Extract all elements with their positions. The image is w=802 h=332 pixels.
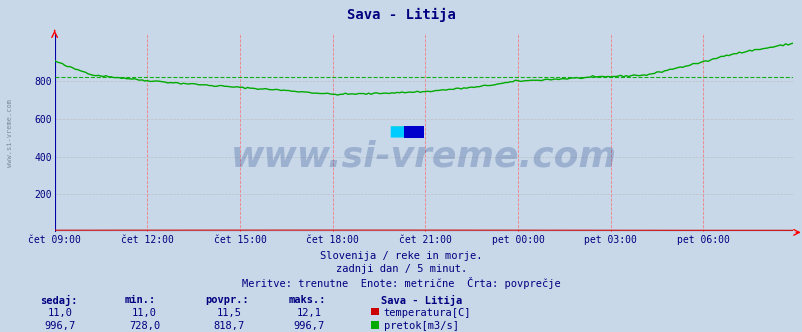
Text: 11,0: 11,0	[47, 308, 73, 318]
Text: sedaj:: sedaj:	[40, 295, 78, 306]
Polygon shape	[403, 126, 423, 137]
Text: Meritve: trenutne  Enote: metrične  Črta: povprečje: Meritve: trenutne Enote: metrične Črta: …	[242, 277, 560, 289]
Text: 12,1: 12,1	[296, 308, 322, 318]
Text: maks.:: maks.:	[289, 295, 326, 305]
Text: www.si-vreme.com: www.si-vreme.com	[6, 99, 13, 167]
Text: zadnji dan / 5 minut.: zadnji dan / 5 minut.	[335, 264, 467, 274]
Text: 818,7: 818,7	[213, 321, 244, 331]
Text: pretok[m3/s]: pretok[m3/s]	[383, 321, 458, 331]
Text: min.:: min.:	[124, 295, 156, 305]
Text: Sava - Litija: Sava - Litija	[346, 8, 456, 23]
Text: 728,0: 728,0	[129, 321, 160, 331]
Text: 11,0: 11,0	[132, 308, 157, 318]
Text: Sava - Litija: Sava - Litija	[381, 295, 462, 306]
Polygon shape	[391, 126, 421, 137]
Polygon shape	[391, 126, 421, 137]
Text: 996,7: 996,7	[45, 321, 75, 331]
Text: Slovenija / reke in morje.: Slovenija / reke in morje.	[320, 251, 482, 261]
Text: temperatura[C]: temperatura[C]	[383, 308, 471, 318]
Text: 996,7: 996,7	[294, 321, 324, 331]
Text: 11,5: 11,5	[216, 308, 241, 318]
Text: www.si-vreme.com: www.si-vreme.com	[231, 140, 616, 174]
Text: povpr.:: povpr.:	[205, 295, 248, 305]
